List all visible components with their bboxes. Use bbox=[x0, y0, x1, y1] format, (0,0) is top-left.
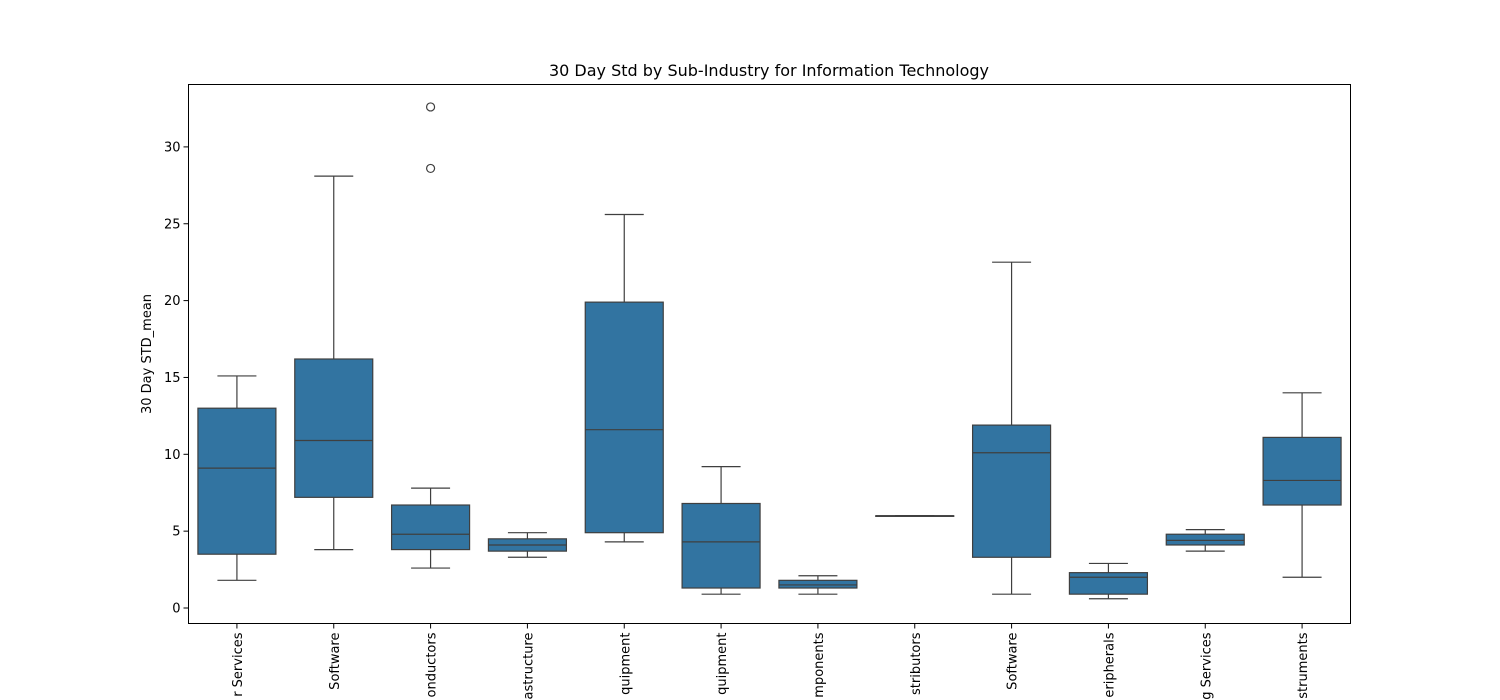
box bbox=[971, 424, 1052, 558]
y-tick-label: 5 bbox=[172, 525, 180, 540]
y-tick-label: 10 bbox=[164, 448, 181, 463]
box bbox=[1068, 572, 1149, 595]
box bbox=[390, 504, 471, 551]
outlier-point bbox=[425, 102, 436, 112]
x-tick-label: onductors bbox=[425, 632, 440, 697]
x-tick-label: g Services bbox=[1199, 632, 1214, 699]
box bbox=[1262, 436, 1342, 506]
x-tick-label: r Services bbox=[231, 632, 246, 697]
y-tick-label: 30 bbox=[164, 140, 181, 155]
x-tick-label: stributors bbox=[909, 632, 924, 695]
chart-title: 30 Day Std by Sub-Industry for Informati… bbox=[549, 61, 989, 80]
x-tick-label: quipment bbox=[715, 633, 730, 695]
x-tick-label: Software bbox=[1006, 633, 1021, 690]
y-tick-label: 15 bbox=[164, 371, 181, 386]
x-tick-label: quipment bbox=[618, 633, 633, 695]
box bbox=[681, 502, 761, 589]
y-tick-label: 0 bbox=[172, 602, 180, 617]
x-tick-label: Software bbox=[328, 633, 343, 690]
y-tick-label: 20 bbox=[164, 294, 181, 309]
plot-frame bbox=[188, 84, 1351, 624]
box bbox=[778, 579, 858, 589]
x-tick-label: struments bbox=[1296, 632, 1311, 698]
box bbox=[197, 407, 277, 555]
y-axis-label: 30 Day STD_mean bbox=[140, 294, 155, 414]
outlier-point bbox=[425, 163, 436, 174]
box bbox=[1165, 533, 1245, 546]
box bbox=[294, 358, 374, 498]
x-tick-label: astructure bbox=[521, 633, 536, 700]
x-tick-label: mponents bbox=[812, 632, 827, 697]
box bbox=[584, 301, 664, 534]
plot-area: 0 5 10 15 20 25 30 r Services Software onductors a… bbox=[164, 102, 1342, 700]
x-tick-label: eripherals bbox=[1102, 632, 1117, 697]
y-tick-label: 25 bbox=[164, 217, 181, 232]
